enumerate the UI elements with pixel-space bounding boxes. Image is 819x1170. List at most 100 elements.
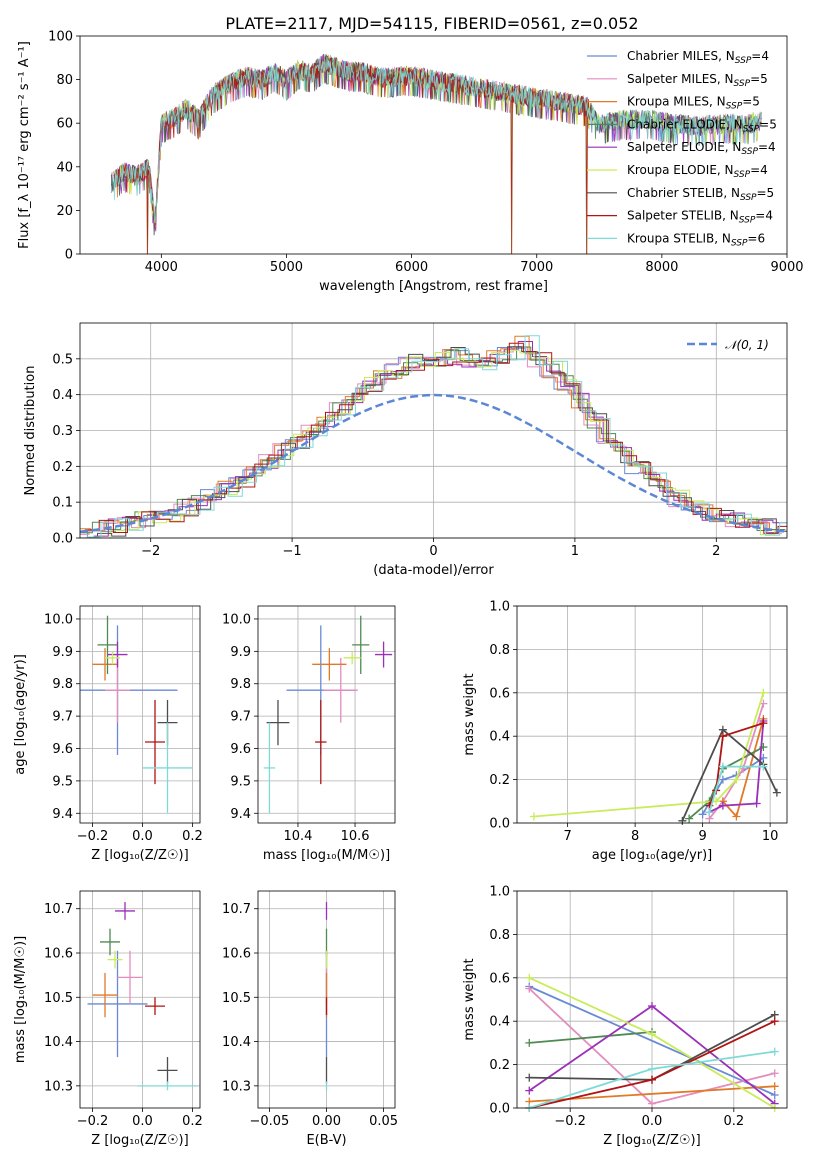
age-vs-Z-ytick-label: 9.9 [52,645,73,660]
weight-vs-Z-ylabel: mass weight [462,958,477,1040]
spectrum-ylabel: Flux [f_λ 10⁻¹⁷ erg cm⁻² s⁻¹ A⁻¹] [17,41,32,249]
weight-vs-age-series-8-marker [718,762,727,771]
weight-vs-Z-series-1-marker [770,1069,779,1078]
age-vs-mass-ytick-label: 9.5 [230,774,251,789]
weight-vs-age-series-4-marker [752,799,761,808]
weight-vs-Z-ytick-label: 1.0 [489,885,510,900]
weight-vs-age-series-4-marker [718,801,727,810]
weight-vs-age-ylabel: mass weight [462,673,477,755]
spectrum-ytick-label: 0 [65,248,73,263]
weight-vs-age-series-7-marker [759,719,768,728]
mass-vs-EBV-ytick-label: 10.3 [222,1079,251,1094]
mass-vs-Z-ytick-label: 10.3 [44,1079,73,1094]
age-vs-Z-frame [79,605,201,824]
residual-histogram-xtick-label: −1 [283,544,302,559]
age-vs-mass-ytick-label: 9.4 [230,807,251,822]
mass-vs-EBV-xtick-label: −0.05 [249,1114,289,1129]
residual-histogram-ytick-label: 0.2 [52,460,73,475]
weight-vs-Z-series-4-marker [648,1002,656,1011]
mass-vs-Z-xtick-label: −0.2 [77,1114,109,1129]
age-vs-Z-xtick-label: 0.2 [182,829,203,844]
age-vs-mass-ytick-label: 9.8 [230,677,251,692]
spectrum-ytick-label: 40 [56,160,73,175]
weight-vs-age-series-1 [708,703,765,820]
weight-vs-Z-series-0 [528,985,776,1096]
age-vs-mass-ytick-label: 10.0 [222,612,251,627]
spectrum-legend-entry: Chabrier MILES, NSSP=4 [627,49,769,66]
spectrum-axes [76,35,788,258]
weight-vs-age-series-2-marker [732,812,741,821]
weight-vs-age-xtick-label: 10 [762,829,779,844]
spectrum-xtick-label: 5000 [270,260,303,275]
residual-histogram-ytick-label: 0.0 [52,532,73,547]
weight-vs-Z-xtick-label: 0.0 [642,1114,663,1129]
age-vs-Z-ytick-label: 9.5 [52,774,73,789]
weight-vs-Z-series-5-marker [525,973,534,982]
residual-histogram-xtick-label: 0 [429,544,437,559]
spectrum-xlabel: wavelength [Angstrom, rest frame] [319,279,548,294]
residual-histogram-xtick-label: 2 [712,544,720,559]
weight-vs-age-ytick-label: 1.0 [489,600,510,615]
residual-histogram-ytick-label: 0.4 [52,388,73,403]
spectrum-legend-entry: Kroupa ELODIE, NSSP=4 [627,163,768,180]
mass-vs-Z-xtick-label: 0.2 [182,1114,203,1129]
spectrum-frame [79,35,788,255]
mass-vs-Z-ytick-label: 10.7 [44,902,73,917]
weight-vs-Z-series-4-marker [525,1086,534,1095]
weight-vs-age-series-0-marker [718,775,727,784]
spectrum-legend-entry: Chabrier ELODIE, NSSP=5 [627,117,777,134]
weight-vs-Z-ytick-label: 0.2 [489,1058,510,1073]
mass-vs-EBV-ytick-label: 10.6 [222,947,251,962]
weight-vs-Z-frame [516,890,788,1109]
age-vs-mass-xtick-label: 10.6 [341,829,370,844]
spectrum-legend-entry: Chabrier STELIB, NSSP=5 [627,186,774,203]
age-vs-Z-ylabel: age [log₁₀(age/yr)] [13,654,28,775]
normal-reference-curve [80,393,787,533]
weight-vs-Z-xtick-label: 0.2 [723,1114,744,1129]
spectrum-legend-entry: Kroupa MILES, NSSP=5 [627,95,760,112]
mass-vs-EBV-xtick-label: 0.00 [312,1114,341,1129]
weight-vs-Z-series-8-marker [770,1047,779,1056]
residual-histogram-xlabel: (data-model)/error [373,563,494,578]
mass-vs-EBV-frame [257,890,396,1109]
weight-vs-Z-series-3-marker [525,1038,534,1047]
residual-histogram-ytick-label: 0.5 [52,352,73,367]
weight-vs-age-ytick-label: 0.0 [489,817,510,832]
spectrum-xtick-label: 7000 [520,260,553,275]
weight-vs-Z-series-5-marker [648,1030,656,1039]
age-vs-mass-xtick-label: 10.4 [283,829,312,844]
weight-vs-age-series-8-marker [705,808,714,817]
weight-vs-age-xlabel: age [log₁₀(age/yr)] [592,848,713,863]
weight-vs-Z-ytick-label: 0.0 [489,1102,510,1117]
weight-vs-Z-series-7-marker [770,1017,779,1026]
weight-vs-age-frame [516,605,788,824]
weight-vs-Z-xlabel: Z [log₁₀(Z/Z☉)] [603,1133,700,1148]
spectrum-ytick-label: 60 [56,117,73,132]
histogram-series-8 [86,335,787,538]
spectrum-ytick-label: 80 [56,73,73,88]
age-vs-mass-ytick-label: 9.7 [230,710,251,725]
spectrum-legend-entry: Salpeter STELIB, NSSP=4 [627,209,773,226]
weight-vs-age-ytick-label: 0.2 [489,773,510,788]
residual-histogram-ytick-label: 0.1 [52,496,73,511]
mass-vs-Z-ylabel: mass [log₁₀(M/M☉)] [13,936,28,1063]
weight-vs-Z-ytick-label: 0.4 [489,1015,510,1030]
weight-vs-age-ytick-label: 0.4 [489,730,510,745]
histogram-legend-entry: 𝒩(0, 1) [725,338,769,352]
weight-vs-age-series-7-marker [718,732,727,741]
residual-histogram-ytick-label: 0.3 [52,424,73,439]
weight-vs-age-series-6-marker [678,816,687,825]
spectrum-legend-entry: Salpeter MILES, NSSP=5 [627,72,768,89]
age-vs-mass-ytick-label: 9.9 [230,645,251,660]
weight-vs-Z-series-6-marker [525,1073,534,1082]
age-vs-Z-ytick-label: 9.7 [52,710,73,725]
spectrum-series-8 [113,56,763,224]
weight-vs-age-series-5-marker [759,688,768,697]
residual-histogram-xtick-label: 1 [571,544,579,559]
weight-vs-age-series-6-marker [772,788,781,797]
age-vs-Z-xtick-label: −0.2 [77,829,109,844]
weight-vs-Z-series-1-marker [525,984,534,993]
weight-vs-age-series-0-marker [698,810,707,819]
residual-histogram-xtick-label: −2 [141,544,160,559]
